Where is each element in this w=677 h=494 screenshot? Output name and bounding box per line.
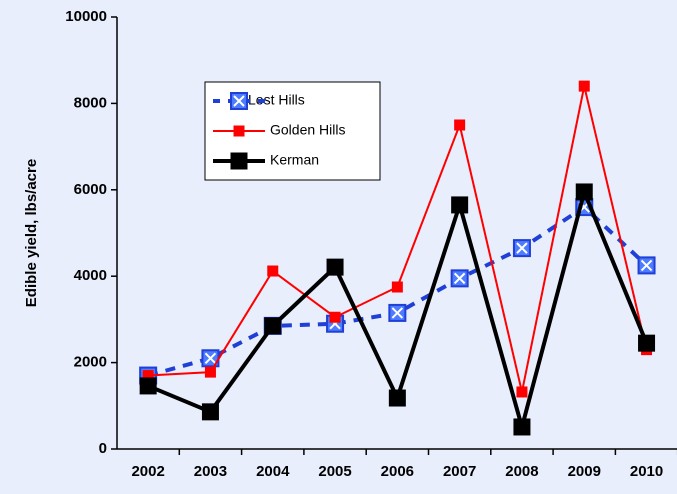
point xyxy=(267,265,279,277)
x-tick-label: 2010 xyxy=(630,463,663,480)
point-square xyxy=(578,80,590,92)
x-tick-label: 2004 xyxy=(256,463,290,480)
legend-marker xyxy=(230,152,248,170)
y-tick-label: 6000 xyxy=(74,181,107,198)
legend-marker xyxy=(233,125,245,137)
point xyxy=(326,258,344,276)
y-tick-label: 8000 xyxy=(74,94,107,111)
point-square xyxy=(454,119,466,131)
point-square xyxy=(267,265,279,277)
y-tick-label: 2000 xyxy=(74,354,107,371)
point-square xyxy=(326,258,344,276)
y-tick-label: 0 xyxy=(99,440,107,457)
point-square xyxy=(451,196,469,214)
point-square xyxy=(264,317,282,335)
legend-label: Kerman xyxy=(270,152,319,168)
point-square xyxy=(204,366,216,378)
point xyxy=(451,196,469,214)
legend-marker-square xyxy=(230,152,248,170)
point xyxy=(388,303,407,322)
y-axis-label: Edible yield, lbs/acre xyxy=(23,159,40,307)
x-tick-label: 2006 xyxy=(381,463,414,480)
point-cross xyxy=(204,352,217,364)
point-square xyxy=(391,281,403,293)
point xyxy=(512,239,531,258)
point xyxy=(450,269,469,288)
x-tick-label: 2005 xyxy=(318,463,351,480)
point xyxy=(201,403,219,421)
legend-label: Lost Hills xyxy=(248,92,305,108)
x-tick-label: 2009 xyxy=(568,463,601,480)
point xyxy=(516,386,528,398)
x-tick-label: 2008 xyxy=(505,463,538,480)
point-square xyxy=(513,418,531,436)
point xyxy=(204,366,216,378)
point xyxy=(638,334,656,352)
point xyxy=(575,183,593,201)
point-square xyxy=(575,183,593,201)
point-cross xyxy=(453,272,466,285)
point-cross xyxy=(640,259,653,272)
point xyxy=(139,377,157,395)
point-square xyxy=(201,403,219,421)
point xyxy=(388,389,406,407)
point xyxy=(578,80,590,92)
point-cross xyxy=(516,242,528,254)
point-square xyxy=(516,386,528,398)
legend-marker-cross xyxy=(233,95,245,107)
y-tick-label: 10000 xyxy=(65,8,107,25)
x-tick-label: 2002 xyxy=(131,463,164,480)
point-square xyxy=(388,389,406,407)
point-square xyxy=(139,377,157,395)
y-tick-label: 4000 xyxy=(74,267,107,284)
point-square xyxy=(329,311,341,323)
legend-label: Golden Hills xyxy=(270,122,345,138)
point xyxy=(637,256,656,275)
x-tick-label: 2003 xyxy=(194,463,227,480)
point xyxy=(329,311,341,323)
point-cross xyxy=(391,307,404,319)
point-square xyxy=(638,334,656,352)
point xyxy=(513,418,531,436)
legend-marker-square xyxy=(233,125,245,137)
legend-marker xyxy=(230,92,248,110)
point xyxy=(264,317,282,335)
x-tick-label: 2007 xyxy=(443,463,476,480)
point xyxy=(391,281,403,293)
point xyxy=(454,119,466,131)
